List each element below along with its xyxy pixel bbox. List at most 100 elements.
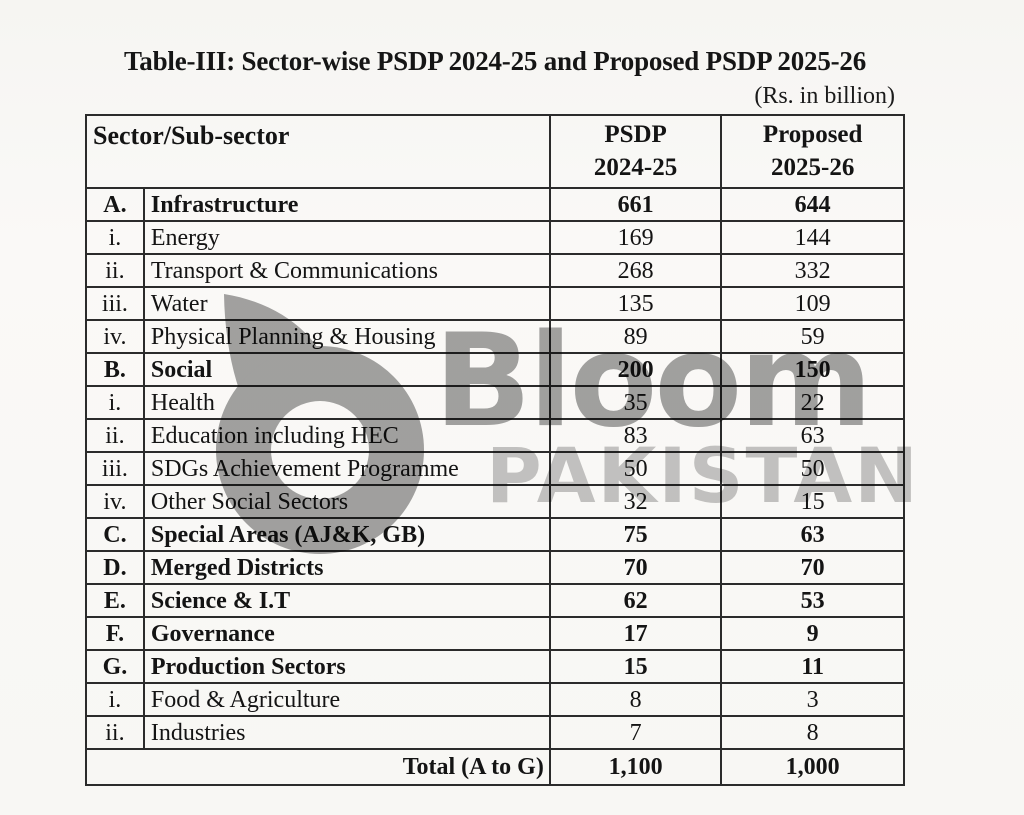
row-proposed-value: 63: [720, 517, 905, 552]
table-title: Table-III: Sector-wise PSDP 2024-25 and …: [123, 46, 867, 76]
row-psdp-value: 70: [548, 550, 723, 585]
row-prefix: iii.: [85, 286, 145, 321]
table-row: i. Health 35 22: [85, 385, 905, 420]
proposed-header-line2: 2025-26: [771, 153, 855, 181]
row-prefix: i.: [85, 220, 145, 255]
row-prefix: iv.: [85, 484, 145, 519]
row-prefix: A.: [85, 187, 145, 222]
row-psdp-value: 200: [548, 352, 723, 387]
row-proposed-value: 332: [720, 253, 905, 288]
row-prefix: D.: [85, 550, 145, 585]
row-prefix: G.: [85, 649, 145, 684]
row-prefix: ii.: [85, 715, 145, 750]
psdp-table: Sector/Sub-sector PSDP 2024-25 Proposed …: [85, 114, 905, 786]
row-proposed-value: 144: [720, 220, 905, 255]
table-row: ii. Transport & Communications 268 332: [85, 253, 905, 288]
psdp-header-line1: PSDP: [604, 121, 667, 148]
column-header-psdp: PSDP 2024-25: [548, 114, 723, 189]
row-prefix: ii.: [85, 253, 145, 288]
table-row: iii. Water 135 109: [85, 286, 905, 321]
row-prefix: ii.: [85, 418, 145, 453]
header-row: Sector/Sub-sector PSDP 2024-25 Proposed …: [85, 114, 905, 189]
table-row: F. Governance 17 9: [85, 616, 905, 651]
row-prefix: C.: [85, 517, 145, 552]
row-sector-name: Science & I.T: [142, 583, 551, 618]
row-prefix: i.: [85, 385, 145, 420]
proposed-header-line1: Proposed: [762, 121, 863, 148]
row-psdp-value: 8: [548, 682, 723, 717]
row-proposed-value: 50: [720, 451, 905, 486]
row-psdp-value: 32: [548, 484, 723, 519]
table-row: C. Special Areas (AJ&K, GB) 75 63: [85, 517, 905, 552]
row-prefix: F.: [85, 616, 145, 651]
total-row: Total (A to G) 1,100 1,000: [85, 748, 905, 786]
row-proposed-value: 22: [720, 385, 905, 420]
row-proposed-value: 8: [720, 715, 905, 750]
row-psdp-value: 83: [548, 418, 723, 453]
row-proposed-value: 3: [720, 682, 905, 717]
row-sector-name: Governance: [142, 616, 551, 651]
row-proposed-value: 15: [720, 484, 905, 519]
row-proposed-value: 150: [720, 352, 905, 387]
row-sector-name: Industries: [142, 715, 551, 750]
table-row: B. Social 200 150: [85, 352, 905, 387]
column-header-sector: Sector/Sub-sector: [85, 114, 551, 189]
row-psdp-value: 75: [548, 517, 723, 552]
table-row: E. Science & I.T 62 53: [85, 583, 905, 618]
row-prefix: i.: [85, 682, 145, 717]
table-row: iii. SDGs Achievement Programme 50 50: [85, 451, 905, 486]
table-row: iv. Other Social Sectors 32 15: [85, 484, 905, 519]
row-proposed-value: 11: [720, 649, 905, 684]
row-psdp-value: 35: [548, 385, 723, 420]
row-psdp-value: 661: [548, 187, 723, 222]
row-psdp-value: 268: [548, 253, 723, 288]
column-header-proposed: Proposed 2025-26: [720, 114, 905, 189]
row-sector-name: Infrastructure: [142, 187, 551, 222]
row-sector-name: Social: [142, 352, 551, 387]
row-sector-name: Education including HEC: [142, 418, 551, 453]
row-sector-name: Special Areas (AJ&K, GB): [142, 517, 551, 552]
total-proposed-value: 1,000: [720, 748, 905, 786]
row-prefix: iii.: [85, 451, 145, 486]
table-row: ii. Industries 7 8: [85, 715, 905, 750]
unit-note: (Rs. in billion): [754, 83, 895, 109]
row-psdp-value: 62: [548, 583, 723, 618]
row-sector-name: Transport & Communications: [142, 253, 551, 288]
row-psdp-value: 135: [548, 286, 723, 321]
row-psdp-value: 15: [548, 649, 723, 684]
row-proposed-value: 63: [720, 418, 905, 453]
row-psdp-value: 89: [548, 319, 723, 354]
row-sector-name: Energy: [142, 220, 551, 255]
row-proposed-value: 644: [720, 187, 905, 222]
row-sector-name: Water: [142, 286, 551, 321]
total-psdp-value: 1,100: [548, 748, 723, 786]
row-sector-name: Other Social Sectors: [142, 484, 551, 519]
total-label: Total (A to G): [85, 748, 551, 786]
table-row: i. Energy 169 144: [85, 220, 905, 255]
row-proposed-value: 109: [720, 286, 905, 321]
table-row: i. Food & Agriculture 8 3: [85, 682, 905, 717]
row-prefix: iv.: [85, 319, 145, 354]
row-sector-name: Merged Districts: [142, 550, 551, 585]
row-proposed-value: 53: [720, 583, 905, 618]
psdp-header-line2: 2024-25: [593, 153, 678, 181]
row-sector-name: Health: [142, 385, 551, 420]
row-proposed-value: 9: [720, 616, 905, 651]
table-row: A. Infrastructure 661 644: [85, 187, 905, 222]
row-proposed-value: 59: [720, 319, 905, 354]
row-sector-name: Food & Agriculture: [142, 682, 551, 717]
row-sector-name: SDGs Achievement Programme: [142, 451, 551, 486]
row-psdp-value: 17: [548, 616, 723, 651]
row-proposed-value: 70: [720, 550, 905, 585]
table-row: G. Production Sectors 15 11: [85, 649, 905, 684]
row-psdp-value: 7: [548, 715, 723, 750]
row-prefix: E.: [85, 583, 145, 618]
table-row: D. Merged Districts 70 70: [85, 550, 905, 585]
row-psdp-value: 169: [548, 220, 723, 255]
row-psdp-value: 50: [548, 451, 723, 486]
table-row: iv. Physical Planning & Housing 89 59: [85, 319, 905, 354]
row-prefix: B.: [85, 352, 145, 387]
row-sector-name: Production Sectors: [142, 649, 551, 684]
row-sector-name: Physical Planning & Housing: [142, 319, 551, 354]
